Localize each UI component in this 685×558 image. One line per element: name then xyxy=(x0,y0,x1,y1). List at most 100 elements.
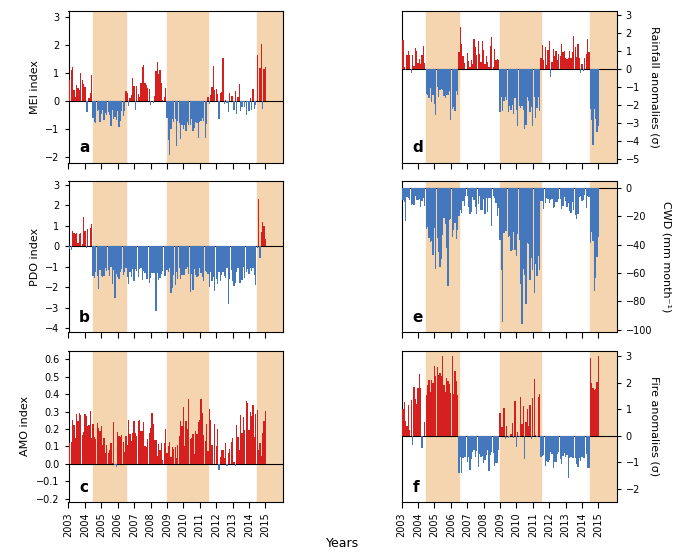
Bar xyxy=(471,60,472,69)
Bar xyxy=(417,63,419,69)
Bar xyxy=(499,413,501,436)
Bar xyxy=(120,437,121,464)
Bar xyxy=(190,247,191,291)
Bar xyxy=(247,403,248,464)
Bar xyxy=(250,98,251,101)
Bar xyxy=(101,247,102,276)
Bar xyxy=(191,247,192,274)
Bar xyxy=(102,247,103,277)
Bar xyxy=(167,11,208,163)
Bar xyxy=(120,101,121,121)
Bar xyxy=(461,45,462,69)
Bar xyxy=(560,188,561,199)
Bar xyxy=(184,101,186,125)
Bar xyxy=(584,188,586,195)
Bar xyxy=(523,69,524,110)
Bar xyxy=(595,389,597,436)
Bar xyxy=(187,101,188,122)
Bar xyxy=(264,239,266,247)
Bar xyxy=(582,188,583,201)
Bar xyxy=(484,436,486,460)
Bar xyxy=(263,69,264,101)
Bar xyxy=(427,188,428,227)
Bar xyxy=(199,101,201,122)
Text: b: b xyxy=(79,310,90,325)
Bar xyxy=(558,188,560,199)
Bar xyxy=(236,425,237,464)
Bar xyxy=(582,436,583,456)
Bar xyxy=(440,376,442,436)
Bar xyxy=(553,188,554,208)
Bar xyxy=(577,188,579,214)
Bar xyxy=(439,373,440,436)
Bar xyxy=(165,88,166,101)
Bar xyxy=(139,420,140,464)
Bar xyxy=(551,188,553,199)
Bar xyxy=(497,188,498,216)
Bar xyxy=(179,247,180,268)
Bar xyxy=(231,247,232,270)
Bar xyxy=(553,49,554,69)
Bar xyxy=(540,436,542,457)
Bar xyxy=(486,56,487,69)
Bar xyxy=(595,188,597,278)
Bar xyxy=(460,188,461,210)
Bar xyxy=(449,188,450,220)
Bar xyxy=(593,388,594,436)
Bar xyxy=(188,399,190,464)
Bar xyxy=(587,39,588,69)
Bar xyxy=(573,188,575,210)
Bar xyxy=(517,69,519,126)
Bar xyxy=(502,427,503,436)
Bar xyxy=(225,100,226,101)
Bar xyxy=(423,46,424,69)
Bar xyxy=(534,188,535,292)
Bar xyxy=(445,392,446,436)
Bar xyxy=(461,188,462,213)
Bar xyxy=(168,101,169,140)
Bar xyxy=(443,69,445,96)
Bar xyxy=(513,69,514,114)
Bar xyxy=(476,436,477,451)
Bar xyxy=(451,69,453,109)
Bar xyxy=(457,188,458,230)
Bar xyxy=(75,234,76,247)
Bar xyxy=(260,232,262,247)
Bar xyxy=(538,188,539,256)
Bar xyxy=(401,54,402,69)
Bar xyxy=(406,188,408,197)
Bar xyxy=(198,247,199,276)
Bar xyxy=(453,69,454,107)
Bar xyxy=(129,434,131,464)
Bar xyxy=(240,247,241,283)
Bar xyxy=(466,188,468,196)
Bar xyxy=(88,425,90,464)
Bar xyxy=(477,436,479,467)
Bar xyxy=(550,188,551,200)
Bar xyxy=(176,458,177,464)
Bar xyxy=(69,247,71,249)
Bar xyxy=(556,51,557,69)
Bar xyxy=(453,188,454,230)
Bar xyxy=(583,69,584,71)
Bar xyxy=(173,101,175,122)
Bar xyxy=(569,436,571,459)
Bar xyxy=(477,188,479,204)
Bar xyxy=(488,188,490,198)
Bar xyxy=(495,436,497,463)
Bar xyxy=(203,101,204,121)
Bar xyxy=(220,93,221,101)
Bar xyxy=(179,101,180,123)
Bar xyxy=(145,446,146,464)
Bar xyxy=(536,436,538,437)
Bar xyxy=(584,436,586,459)
Bar xyxy=(594,188,595,291)
Bar xyxy=(177,445,179,464)
Bar xyxy=(161,443,162,464)
Bar xyxy=(412,55,413,69)
Bar xyxy=(119,101,120,127)
Bar xyxy=(103,101,105,120)
Bar xyxy=(77,421,79,464)
Bar xyxy=(558,54,560,69)
Bar xyxy=(535,69,536,118)
